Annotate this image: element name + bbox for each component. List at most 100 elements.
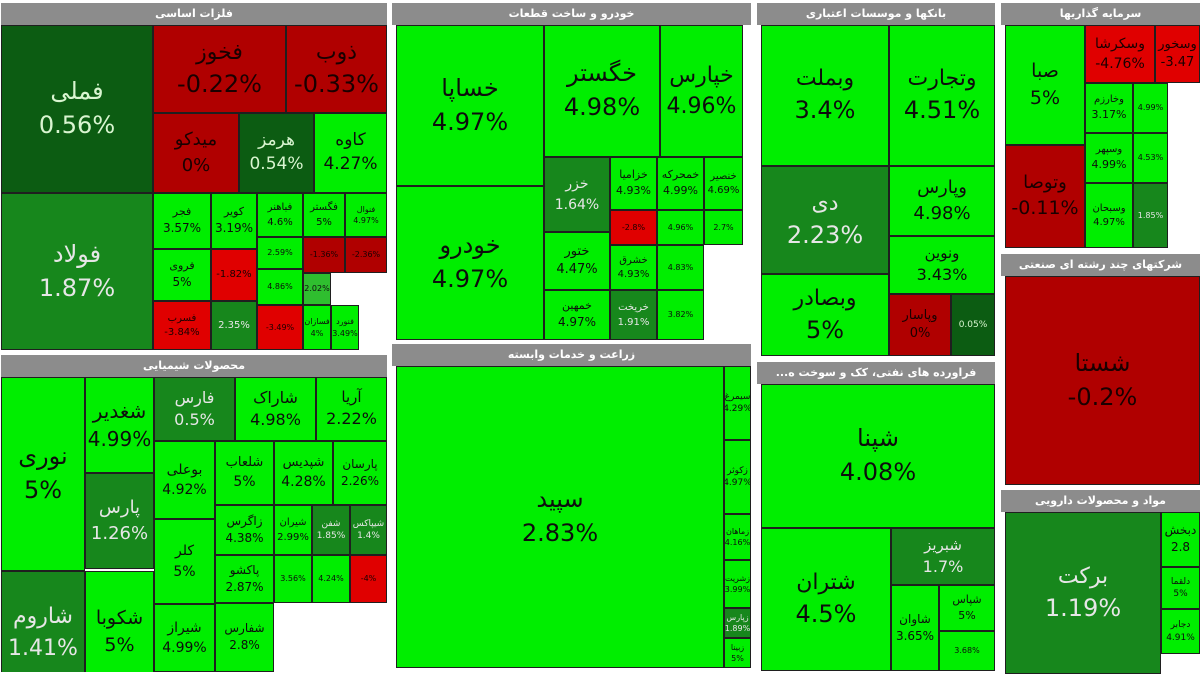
stock-tile[interactable]: هرمز 0.54% (239, 113, 314, 193)
stock-tile[interactable]: پارس 1.26% (85, 473, 154, 569)
stock-tile[interactable]: میدکو 0% (153, 113, 239, 193)
stock-tile[interactable]: فولاد 1.87% (1, 193, 153, 350)
stock-tile[interactable]: وپارس 4.98% (889, 166, 995, 236)
stock-tile[interactable]: وسکرشا -4.76% (1085, 25, 1155, 83)
stock-tile[interactable]: -1.82% (211, 249, 257, 301)
stock-tile[interactable]: شاروم 1.41% (1, 571, 85, 672)
stock-tile[interactable]: وتوصا -0.11% (1005, 145, 1085, 248)
stock-tile[interactable]: زکوثر 4.97% (724, 440, 751, 514)
stock-tile[interactable]: 3.56% (274, 555, 312, 603)
stock-tile[interactable]: 4.24% (312, 555, 350, 603)
stock-tile[interactable]: زبینا 5% (724, 638, 751, 668)
stock-tile[interactable]: فسرب -3.84% (153, 301, 211, 350)
stock-tile[interactable]: شپنا 4.08% (761, 384, 995, 528)
stock-tile[interactable]: خزر 1.64% (544, 157, 610, 232)
stock-tile[interactable]: فجر 3.57% (153, 193, 211, 249)
stock-tile[interactable]: وبملت 3.4% (761, 25, 889, 166)
stock-tile[interactable]: -4% (350, 555, 387, 603)
stock-tile[interactable]: زپارس 1.89% (724, 608, 751, 638)
stock-tile[interactable]: وبصادر 5% (761, 274, 889, 356)
stock-tile[interactable]: 4.99% (1133, 83, 1168, 133)
stock-tile[interactable]: سیمرغ 4.29% (724, 366, 751, 440)
stock-tile[interactable]: -2.36% (345, 237, 387, 273)
stock-tile[interactable]: دی 2.23% (761, 166, 889, 274)
stock-tile[interactable]: شپاس 5% (939, 585, 995, 631)
stock-tile[interactable]: خپارس 4.96% (660, 25, 743, 157)
stock-tile[interactable]: شفارس 2.8% (215, 603, 274, 672)
stock-tile[interactable]: خنصیر 4.69% (704, 157, 743, 210)
stock-tile[interactable]: وسپهر 4.99% (1085, 133, 1133, 183)
stock-tile[interactable]: خساپا 4.97% (396, 25, 544, 186)
stock-tile[interactable]: فگستر 5% (303, 193, 345, 237)
stock-tile[interactable]: شاوان 3.65% (891, 585, 939, 671)
stock-tile[interactable]: 3.82% (657, 290, 704, 340)
stock-tile[interactable]: ختور 4.47% (544, 232, 610, 290)
stock-tile[interactable]: 2.02% (303, 273, 331, 305)
stock-tile[interactable]: خگستر 4.98% (544, 25, 660, 157)
stock-tile[interactable]: 2.7% (704, 210, 743, 245)
stock-tile[interactable]: زماهان 4.16% (724, 514, 751, 560)
stock-tile[interactable]: فارس 0.5% (154, 377, 235, 441)
stock-tile[interactable]: فخوز -0.22% (153, 25, 286, 113)
stock-tile[interactable]: وپاسار 0% (889, 294, 951, 356)
stock-tile[interactable]: شیپاکس 1.4% (350, 505, 387, 555)
stock-tile[interactable]: شیراز 4.99% (154, 604, 215, 672)
stock-tile[interactable]: ذوب -0.33% (286, 25, 387, 113)
stock-tile[interactable]: شلعاب 5% (215, 441, 274, 505)
stock-tile[interactable]: دلقما 5% (1161, 567, 1200, 609)
stock-tile[interactable]: پارسان 2.26% (333, 441, 387, 505)
stock-tile[interactable]: بوعلی 4.92% (154, 441, 215, 519)
stock-tile[interactable]: فسازان 4% (303, 305, 331, 350)
stock-tile[interactable]: 4.96% (657, 210, 704, 245)
stock-tile[interactable]: پاکشو 2.87% (215, 555, 274, 603)
stock-tile[interactable]: خزامیا 4.93% (610, 157, 657, 210)
stock-tile[interactable]: فروی 5% (153, 249, 211, 301)
stock-tile[interactable]: شیران 2.99% (274, 505, 312, 555)
stock-tile[interactable]: شفن 1.85% (312, 505, 350, 555)
stock-tile[interactable]: شبریز 1.7% (891, 528, 995, 585)
stock-tile[interactable]: وخارزم 3.17% (1085, 83, 1133, 133)
stock-tile[interactable]: وسخور -3.47 (1155, 25, 1200, 83)
stock-tile[interactable]: 2.35% (211, 301, 257, 350)
stock-tile[interactable]: دبخش 2.8 (1161, 512, 1200, 567)
stock-tile[interactable]: فنوال 4.97% (345, 193, 387, 237)
stock-tile[interactable]: وسبحان 4.97% (1085, 183, 1133, 248)
stock-tile[interactable]: دجابر 4.91% (1161, 609, 1200, 654)
stock-tile[interactable]: -1.36% (303, 237, 345, 273)
stock-tile[interactable]: کاوه 4.27% (314, 113, 387, 193)
stock-tile[interactable]: شغدیر 4.99% (85, 377, 154, 473)
stock-tile[interactable]: وتجارت 4.51% (889, 25, 995, 166)
stock-tile[interactable]: 1.85% (1133, 183, 1168, 248)
stock-tile[interactable]: شتران 4.5% (761, 528, 891, 671)
stock-tile[interactable]: خریخت 1.91% (610, 290, 657, 340)
stock-tile[interactable]: -3.49% (257, 305, 303, 350)
stock-tile[interactable]: کلر 5% (154, 519, 215, 604)
stock-tile[interactable]: صبا 5% (1005, 25, 1085, 145)
stock-tile[interactable]: آریا 2.22% (316, 377, 387, 441)
stock-tile[interactable]: فنورد 3.49% (331, 305, 359, 350)
stock-tile[interactable]: خمحرکه 4.99% (657, 157, 704, 210)
stock-tile[interactable]: نوری 5% (1, 377, 85, 571)
stock-tile[interactable]: 2.59% (257, 237, 303, 269)
stock-tile[interactable]: 3.68% (939, 631, 995, 671)
stock-tile[interactable]: فملی 0.56% (1, 25, 153, 193)
stock-tile[interactable]: فباهنر 4.6% (257, 193, 303, 237)
stock-tile[interactable]: سپید 2.83% (396, 366, 724, 668)
stock-tile[interactable]: شاراک 4.98% (235, 377, 316, 441)
stock-tile[interactable]: خودرو 4.97% (396, 186, 544, 340)
stock-tile[interactable]: -2.8% (610, 210, 657, 245)
stock-tile[interactable]: خشرق 4.93% (610, 245, 657, 290)
stock-tile[interactable]: زشریت 3.99% (724, 560, 751, 608)
stock-tile[interactable]: شپدیس 4.28% (274, 441, 333, 505)
stock-tile[interactable]: برکت 1.19% (1005, 512, 1161, 674)
stock-tile[interactable]: 4.83% (657, 245, 704, 290)
stock-tile[interactable]: 4.86% (257, 269, 303, 305)
stock-tile[interactable]: ونوین 3.43% (889, 236, 995, 294)
stock-tile[interactable]: شستا -0.2% (1005, 276, 1200, 485)
stock-tile[interactable]: 4.53% (1133, 133, 1168, 183)
stock-tile[interactable]: شکوبا 5% (85, 571, 154, 672)
stock-tile[interactable]: کویر 3.19% (211, 193, 257, 249)
stock-tile[interactable]: خمهین 4.97% (544, 290, 610, 340)
stock-tile[interactable]: 0.05% (951, 294, 995, 356)
stock-tile[interactable]: زاگرس 4.38% (215, 505, 274, 555)
